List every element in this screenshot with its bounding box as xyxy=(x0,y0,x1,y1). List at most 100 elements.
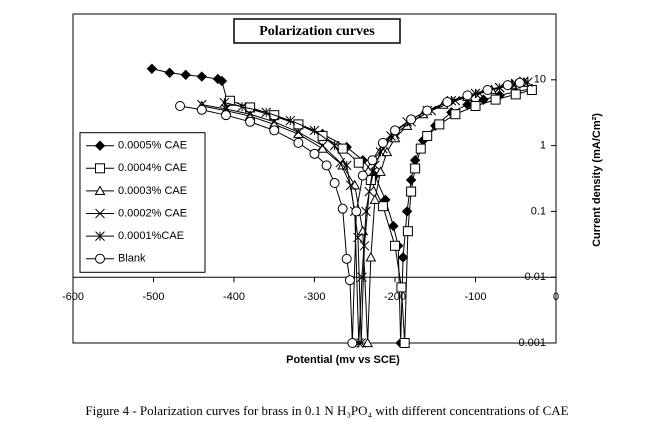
marker-part xyxy=(344,275,355,286)
title-box xyxy=(233,18,401,44)
marker-part xyxy=(357,170,368,181)
marker xyxy=(522,77,533,88)
marker xyxy=(309,125,320,136)
marker xyxy=(269,116,280,127)
x-tick-label: -500 xyxy=(142,291,164,303)
marker-part xyxy=(293,137,304,148)
marker xyxy=(514,77,525,88)
marker-part xyxy=(180,69,191,81)
marker xyxy=(462,90,473,101)
marker-part xyxy=(356,338,367,348)
marker-part xyxy=(196,71,208,82)
marker-part xyxy=(399,338,410,348)
marker xyxy=(406,186,417,197)
y-tick-label: 0.001 xyxy=(518,337,546,349)
legend-label: 0.0003% CAE xyxy=(118,185,187,197)
marker xyxy=(375,147,386,157)
marker xyxy=(196,104,207,115)
marker-part xyxy=(405,174,417,186)
marker xyxy=(293,137,304,148)
marker xyxy=(490,94,501,105)
y-axis-title: Current density (mA/Cm²) xyxy=(591,113,603,247)
marker-part xyxy=(341,253,352,264)
marker-part xyxy=(345,180,356,191)
marker xyxy=(321,160,332,171)
marker xyxy=(361,206,371,217)
legend-marker xyxy=(95,208,105,219)
marker-part xyxy=(502,80,513,91)
marker xyxy=(337,203,348,214)
marker xyxy=(146,63,158,74)
marker xyxy=(375,166,386,176)
marker-part xyxy=(415,143,426,154)
y-tick-label: 10 xyxy=(534,74,546,86)
marker-part xyxy=(388,220,399,232)
marker-part xyxy=(367,155,378,166)
legend-marker xyxy=(94,140,106,151)
marker xyxy=(317,140,328,151)
marker xyxy=(337,143,348,154)
marker xyxy=(450,95,461,106)
marker-part xyxy=(94,140,106,151)
marker xyxy=(219,97,230,108)
marker-part xyxy=(95,253,105,264)
marker xyxy=(399,338,410,348)
marker xyxy=(261,107,272,118)
marker xyxy=(526,84,537,95)
marker-part xyxy=(369,194,381,204)
marker xyxy=(347,338,358,348)
marker-part xyxy=(293,127,304,138)
marker-part xyxy=(362,337,373,348)
x-tick-label: 0 xyxy=(553,291,559,303)
marker-part xyxy=(353,157,364,168)
marker xyxy=(396,282,407,293)
marker-part xyxy=(321,160,332,171)
marker-part xyxy=(450,95,461,106)
legend-label: 0.0001%CAE xyxy=(118,230,184,242)
marker xyxy=(341,253,352,264)
marker xyxy=(357,272,367,283)
marker xyxy=(405,174,417,186)
series-line xyxy=(224,81,528,344)
marker-part xyxy=(220,110,231,121)
marker-part xyxy=(269,116,280,127)
legend-marker xyxy=(95,163,105,174)
marker xyxy=(365,251,377,262)
marker-part xyxy=(245,116,256,127)
x-tick-label: -600 xyxy=(62,291,84,303)
marker-part xyxy=(245,109,255,120)
marker-part xyxy=(397,252,409,263)
legend-marker xyxy=(95,231,105,241)
marker-part xyxy=(482,84,493,95)
marker-part xyxy=(422,105,433,116)
marker xyxy=(362,337,373,348)
marker xyxy=(220,110,231,121)
marker xyxy=(388,220,399,232)
marker-part xyxy=(365,251,377,262)
y-tick-label: 1 xyxy=(540,140,546,152)
marker xyxy=(329,178,340,189)
marker xyxy=(377,137,388,148)
marker xyxy=(309,148,320,159)
marker xyxy=(482,84,493,95)
marker-part xyxy=(347,338,358,348)
marker xyxy=(245,109,255,120)
marker xyxy=(180,69,191,81)
marker xyxy=(390,125,400,136)
marker xyxy=(237,101,247,112)
marker xyxy=(510,89,521,100)
marker-part xyxy=(406,186,417,197)
marker xyxy=(402,226,413,237)
legend-label: Blank xyxy=(118,253,146,265)
marker-part xyxy=(390,240,400,251)
marker-part xyxy=(351,206,362,217)
marker-part xyxy=(470,100,481,111)
legend-label: 0.0005% CAE xyxy=(118,140,187,152)
legend-label: 0.0002% CAE xyxy=(118,207,187,219)
marker xyxy=(406,114,417,125)
marker xyxy=(478,94,489,105)
chart-title: Polarization curves xyxy=(259,24,375,39)
marker-part xyxy=(402,226,413,237)
